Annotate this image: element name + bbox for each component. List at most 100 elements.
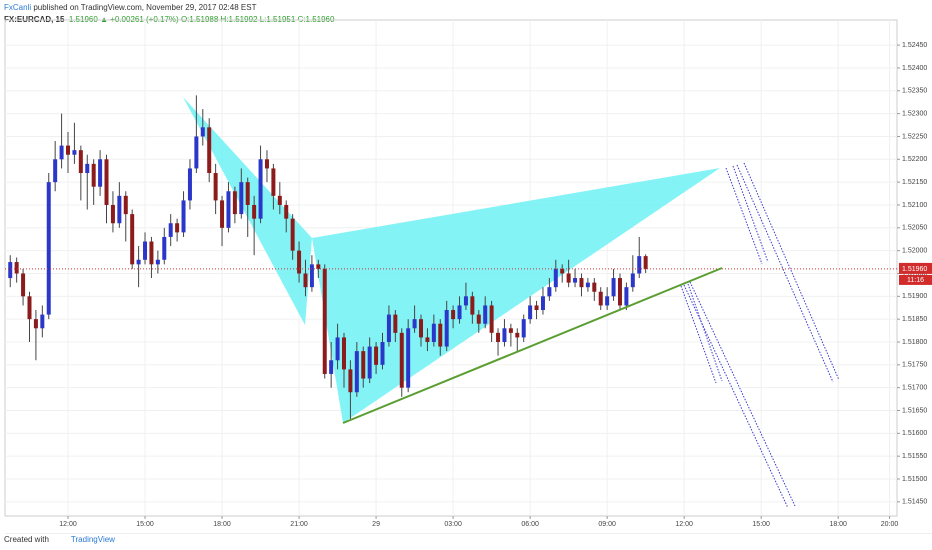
projection	[689, 281, 796, 507]
candle-body	[130, 214, 135, 265]
plot-frame	[4, 19, 898, 517]
x-tick-label: 29	[372, 521, 380, 528]
candle-body	[534, 305, 539, 311]
candle-body	[637, 256, 642, 274]
candle-body	[457, 305, 462, 320]
candle-body	[85, 163, 90, 174]
candle-body	[386, 314, 391, 342]
candle-body	[136, 259, 141, 265]
candle-body	[155, 259, 160, 265]
x-tick-label: 18:00	[829, 521, 847, 528]
candle-body	[297, 250, 302, 274]
y-tick-label: 1.52450	[902, 42, 927, 49]
candle-body	[239, 182, 244, 215]
y-tick-label: 1.51450	[902, 499, 927, 506]
candle-body	[329, 360, 334, 374]
brand[interactable]: TradingView	[70, 535, 115, 544]
x-tick-label: 03:00	[444, 521, 462, 528]
candle-body	[444, 310, 449, 347]
candle-body	[258, 159, 263, 219]
y-tick-label: 1.51750	[902, 362, 927, 369]
y-tick-label: 1.51500	[902, 476, 927, 483]
candle-body	[431, 323, 436, 342]
candle-body	[528, 305, 533, 320]
candle-body	[348, 369, 353, 393]
candle-body	[367, 346, 372, 379]
projection	[683, 284, 789, 509]
y-tick-label: 1.51900	[902, 293, 927, 300]
candle-body	[264, 159, 269, 169]
candle-body	[284, 204, 289, 219]
pattern-bcd	[312, 168, 720, 423]
x-tick-label: 18:00	[213, 521, 231, 528]
candle-body	[573, 278, 578, 283]
candle-body	[277, 195, 282, 205]
candle-body	[46, 182, 51, 315]
projection	[725, 167, 763, 265]
candle-body	[40, 314, 45, 329]
candle-body	[78, 150, 83, 174]
x-tick-label: 12:00	[675, 521, 693, 528]
candle-body	[21, 273, 26, 297]
candle-body	[66, 145, 71, 155]
candle-body	[162, 236, 167, 260]
candle-body	[335, 337, 340, 361]
y-tick-label: 1.52100	[902, 202, 927, 209]
countdown-badge	[899, 274, 932, 285]
candle-body	[91, 163, 96, 187]
candle-body	[200, 127, 205, 137]
x-tick-label: 21:00	[290, 521, 308, 528]
created: Created with	[4, 535, 49, 544]
candle-body	[393, 314, 398, 333]
y-tick-label: 1.52150	[902, 179, 927, 186]
candle-body	[617, 278, 622, 306]
projection	[687, 283, 723, 382]
candle-body	[508, 328, 513, 333]
y-tick-label: 1.51850	[902, 316, 927, 323]
candle-body	[181, 200, 186, 233]
candle-body	[476, 314, 481, 324]
candle-body	[598, 291, 603, 306]
candle-body	[374, 346, 379, 365]
candle-body	[605, 296, 610, 306]
candle-body	[496, 332, 501, 342]
candle-body	[59, 145, 64, 160]
projection	[736, 164, 834, 383]
candle-body	[232, 191, 237, 215]
y-tick-label: 1.52350	[902, 88, 927, 95]
candle-body	[560, 268, 565, 274]
price-badge	[899, 262, 932, 274]
candle-body	[194, 136, 199, 169]
y-tick-label: 1.52000	[902, 247, 927, 254]
candle-body	[303, 273, 308, 288]
candle-body	[117, 195, 122, 224]
candle-body	[309, 264, 314, 288]
candle-body	[515, 332, 520, 338]
y-tick-label: 1.51700	[902, 385, 927, 392]
candle-body	[406, 328, 411, 388]
y-tick-label: 1.52050	[902, 225, 927, 232]
x-tick-label: 15:00	[752, 521, 770, 528]
countdown-text: 11:16	[907, 277, 924, 284]
candle-body	[592, 282, 597, 292]
candle-body	[33, 319, 38, 329]
candle-body	[425, 337, 430, 342]
candle-body	[143, 241, 148, 260]
candle-body	[207, 127, 212, 174]
candle-body	[361, 351, 366, 379]
candle-body	[27, 296, 32, 320]
publisher[interactable]: FxCanli	[4, 3, 32, 12]
candle-body	[489, 305, 494, 333]
candle-body	[104, 159, 109, 205]
footer: Created with TradingView	[4, 535, 115, 544]
candle-body	[624, 287, 629, 306]
candle-body	[611, 278, 616, 297]
candle-body	[463, 296, 468, 306]
candle-body	[341, 337, 346, 370]
candle-body	[354, 351, 359, 393]
candle-body	[419, 319, 424, 338]
y-tick-label: 1.52250	[902, 133, 927, 140]
trend-line	[342, 267, 723, 424]
chart: 1.51450 1.51500 1.51550 1.51600 1.51650 1.517…	[4, 19, 932, 534]
